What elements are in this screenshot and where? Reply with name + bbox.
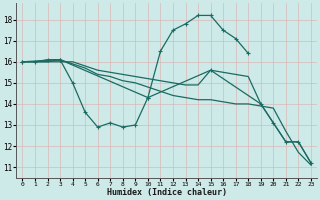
X-axis label: Humidex (Indice chaleur): Humidex (Indice chaleur)	[107, 188, 227, 197]
